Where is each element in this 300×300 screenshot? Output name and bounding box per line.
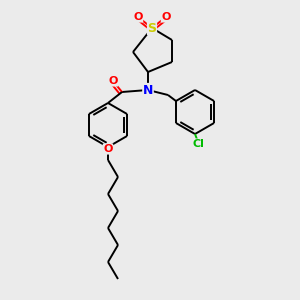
Text: O: O — [108, 76, 118, 86]
Text: O: O — [161, 12, 171, 22]
Text: O: O — [103, 144, 113, 154]
Text: S: S — [148, 22, 157, 34]
Text: Cl: Cl — [192, 139, 204, 149]
Text: O: O — [133, 12, 143, 22]
Text: N: N — [143, 83, 153, 97]
